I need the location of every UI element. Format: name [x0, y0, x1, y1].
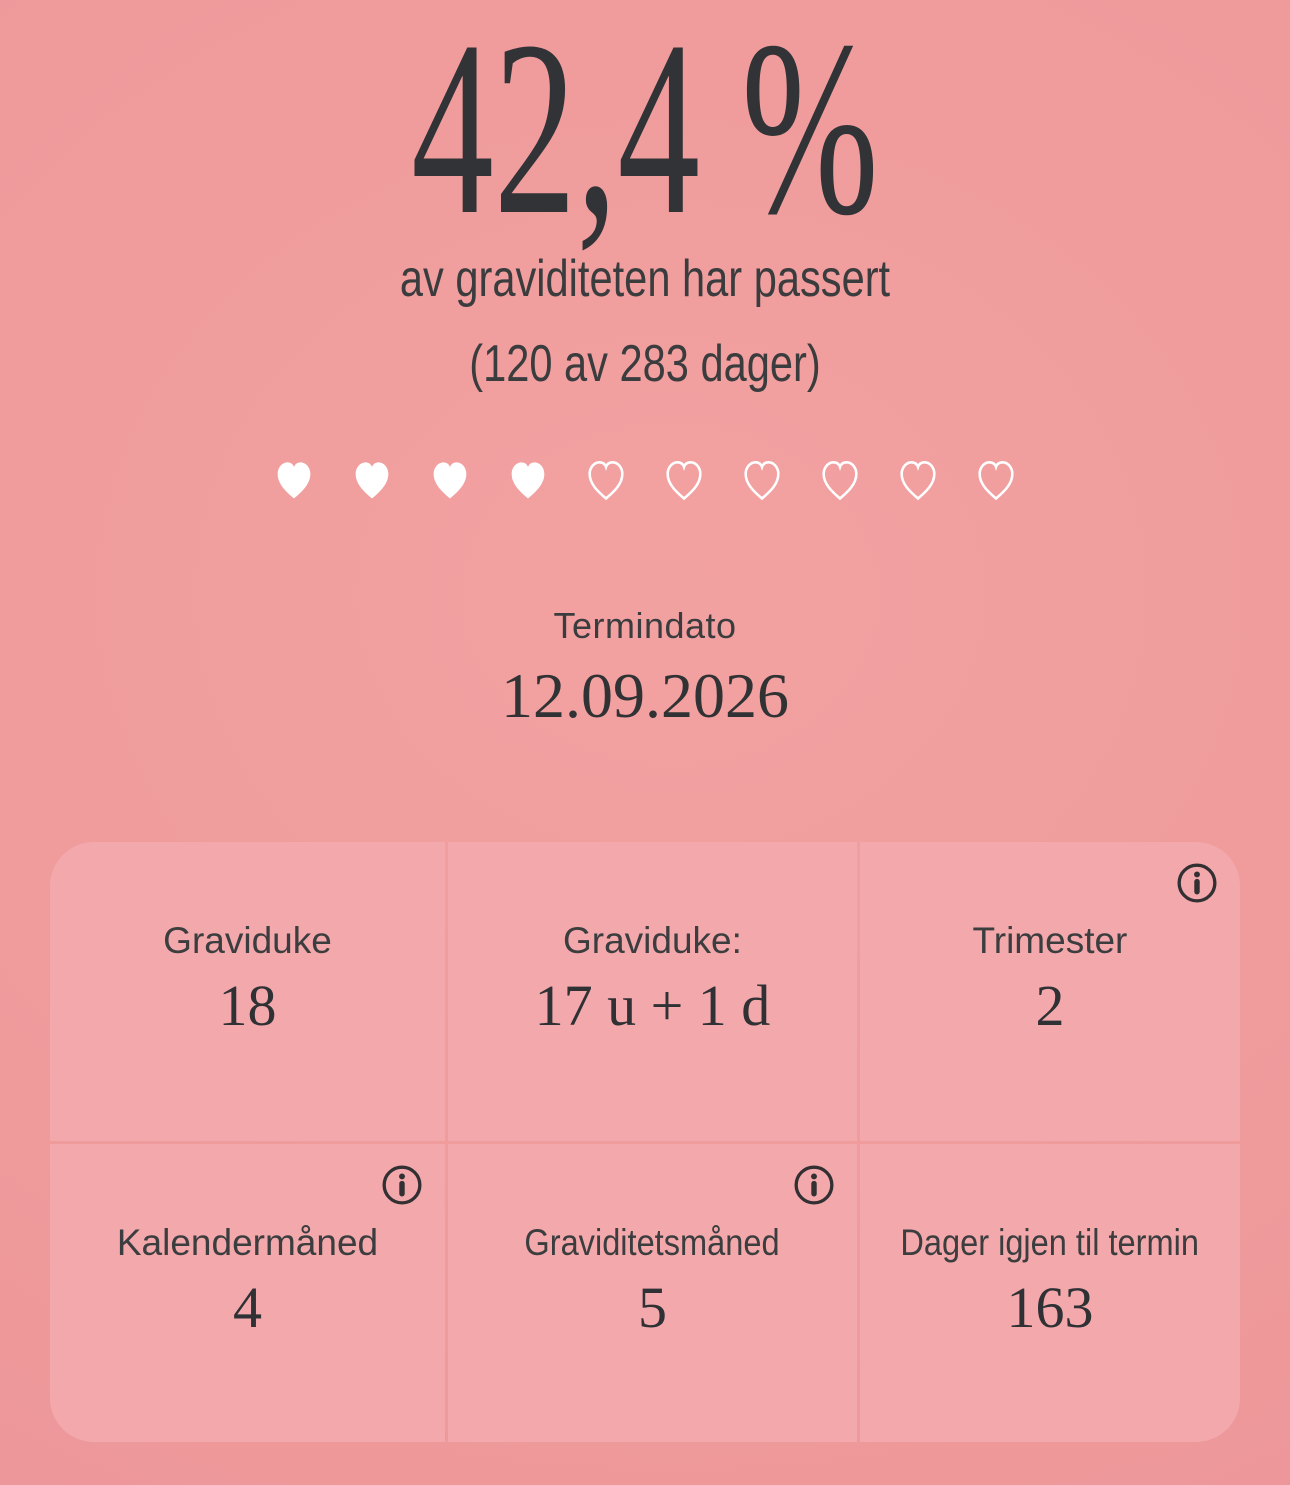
stat-value: 18 [218, 973, 277, 1038]
stat-value: 5 [637, 1274, 667, 1340]
percent-caption: av graviditeten har passert [399, 250, 891, 308]
percent-value: 42,4 % [411, 0, 879, 267]
stat-label: Dager igjen til termin [900, 1221, 1200, 1263]
stat-cell-trimester: Trimester 2 [859, 842, 1240, 1141]
stats-grid: Graviduke 18 Graviduke: 17 u + 1 d Trime… [50, 842, 1240, 1442]
stat-value: 163 [1006, 1274, 1094, 1340]
heart-outline-icon [821, 460, 859, 502]
info-icon[interactable] [793, 1164, 835, 1206]
heart-filled-icon [431, 460, 469, 502]
stat-label: Trimester [972, 920, 1128, 961]
heart-outline-icon [977, 460, 1015, 502]
info-icon[interactable] [381, 1164, 423, 1206]
due-date-value: 12.09.2026 [501, 660, 789, 731]
info-icon[interactable] [1176, 862, 1218, 904]
stat-value: 4 [232, 1274, 262, 1340]
heart-filled-icon [509, 460, 547, 502]
stat-cell-dager-igjen: Dager igjen til termin 163 [859, 1143, 1240, 1442]
stat-label: Graviduke: [562, 920, 742, 961]
stat-cell-graviduke-exact: Graviduke: 17 u + 1 d [447, 842, 857, 1141]
stat-value: 17 u + 1 d [534, 973, 771, 1038]
progress-hearts [0, 460, 1290, 502]
days-caption: (120 av 283 dager) [469, 335, 821, 393]
stat-cell-kalendermaned: Kalendermåned 4 [50, 1143, 445, 1442]
heart-outline-icon [899, 460, 937, 502]
heart-outline-icon [743, 460, 781, 502]
heart-filled-icon [275, 460, 313, 502]
hero-section: 42,4 % av graviditeten har passert (120 … [0, 0, 1290, 728]
stat-cell-graviduke: Graviduke 18 [50, 842, 445, 1141]
stat-label: Graviditetsmåned [524, 1221, 781, 1263]
stat-value: 2 [1035, 973, 1065, 1038]
stat-label: Graviduke [163, 920, 332, 961]
stat-label: Kalendermåned [116, 1221, 379, 1263]
due-date-label: Termindato [553, 605, 737, 646]
heart-outline-icon [665, 460, 703, 502]
stat-cell-graviditetsmaned: Graviditetsmåned 5 [447, 1143, 857, 1442]
heart-outline-icon [587, 460, 625, 502]
heart-filled-icon [353, 460, 391, 502]
